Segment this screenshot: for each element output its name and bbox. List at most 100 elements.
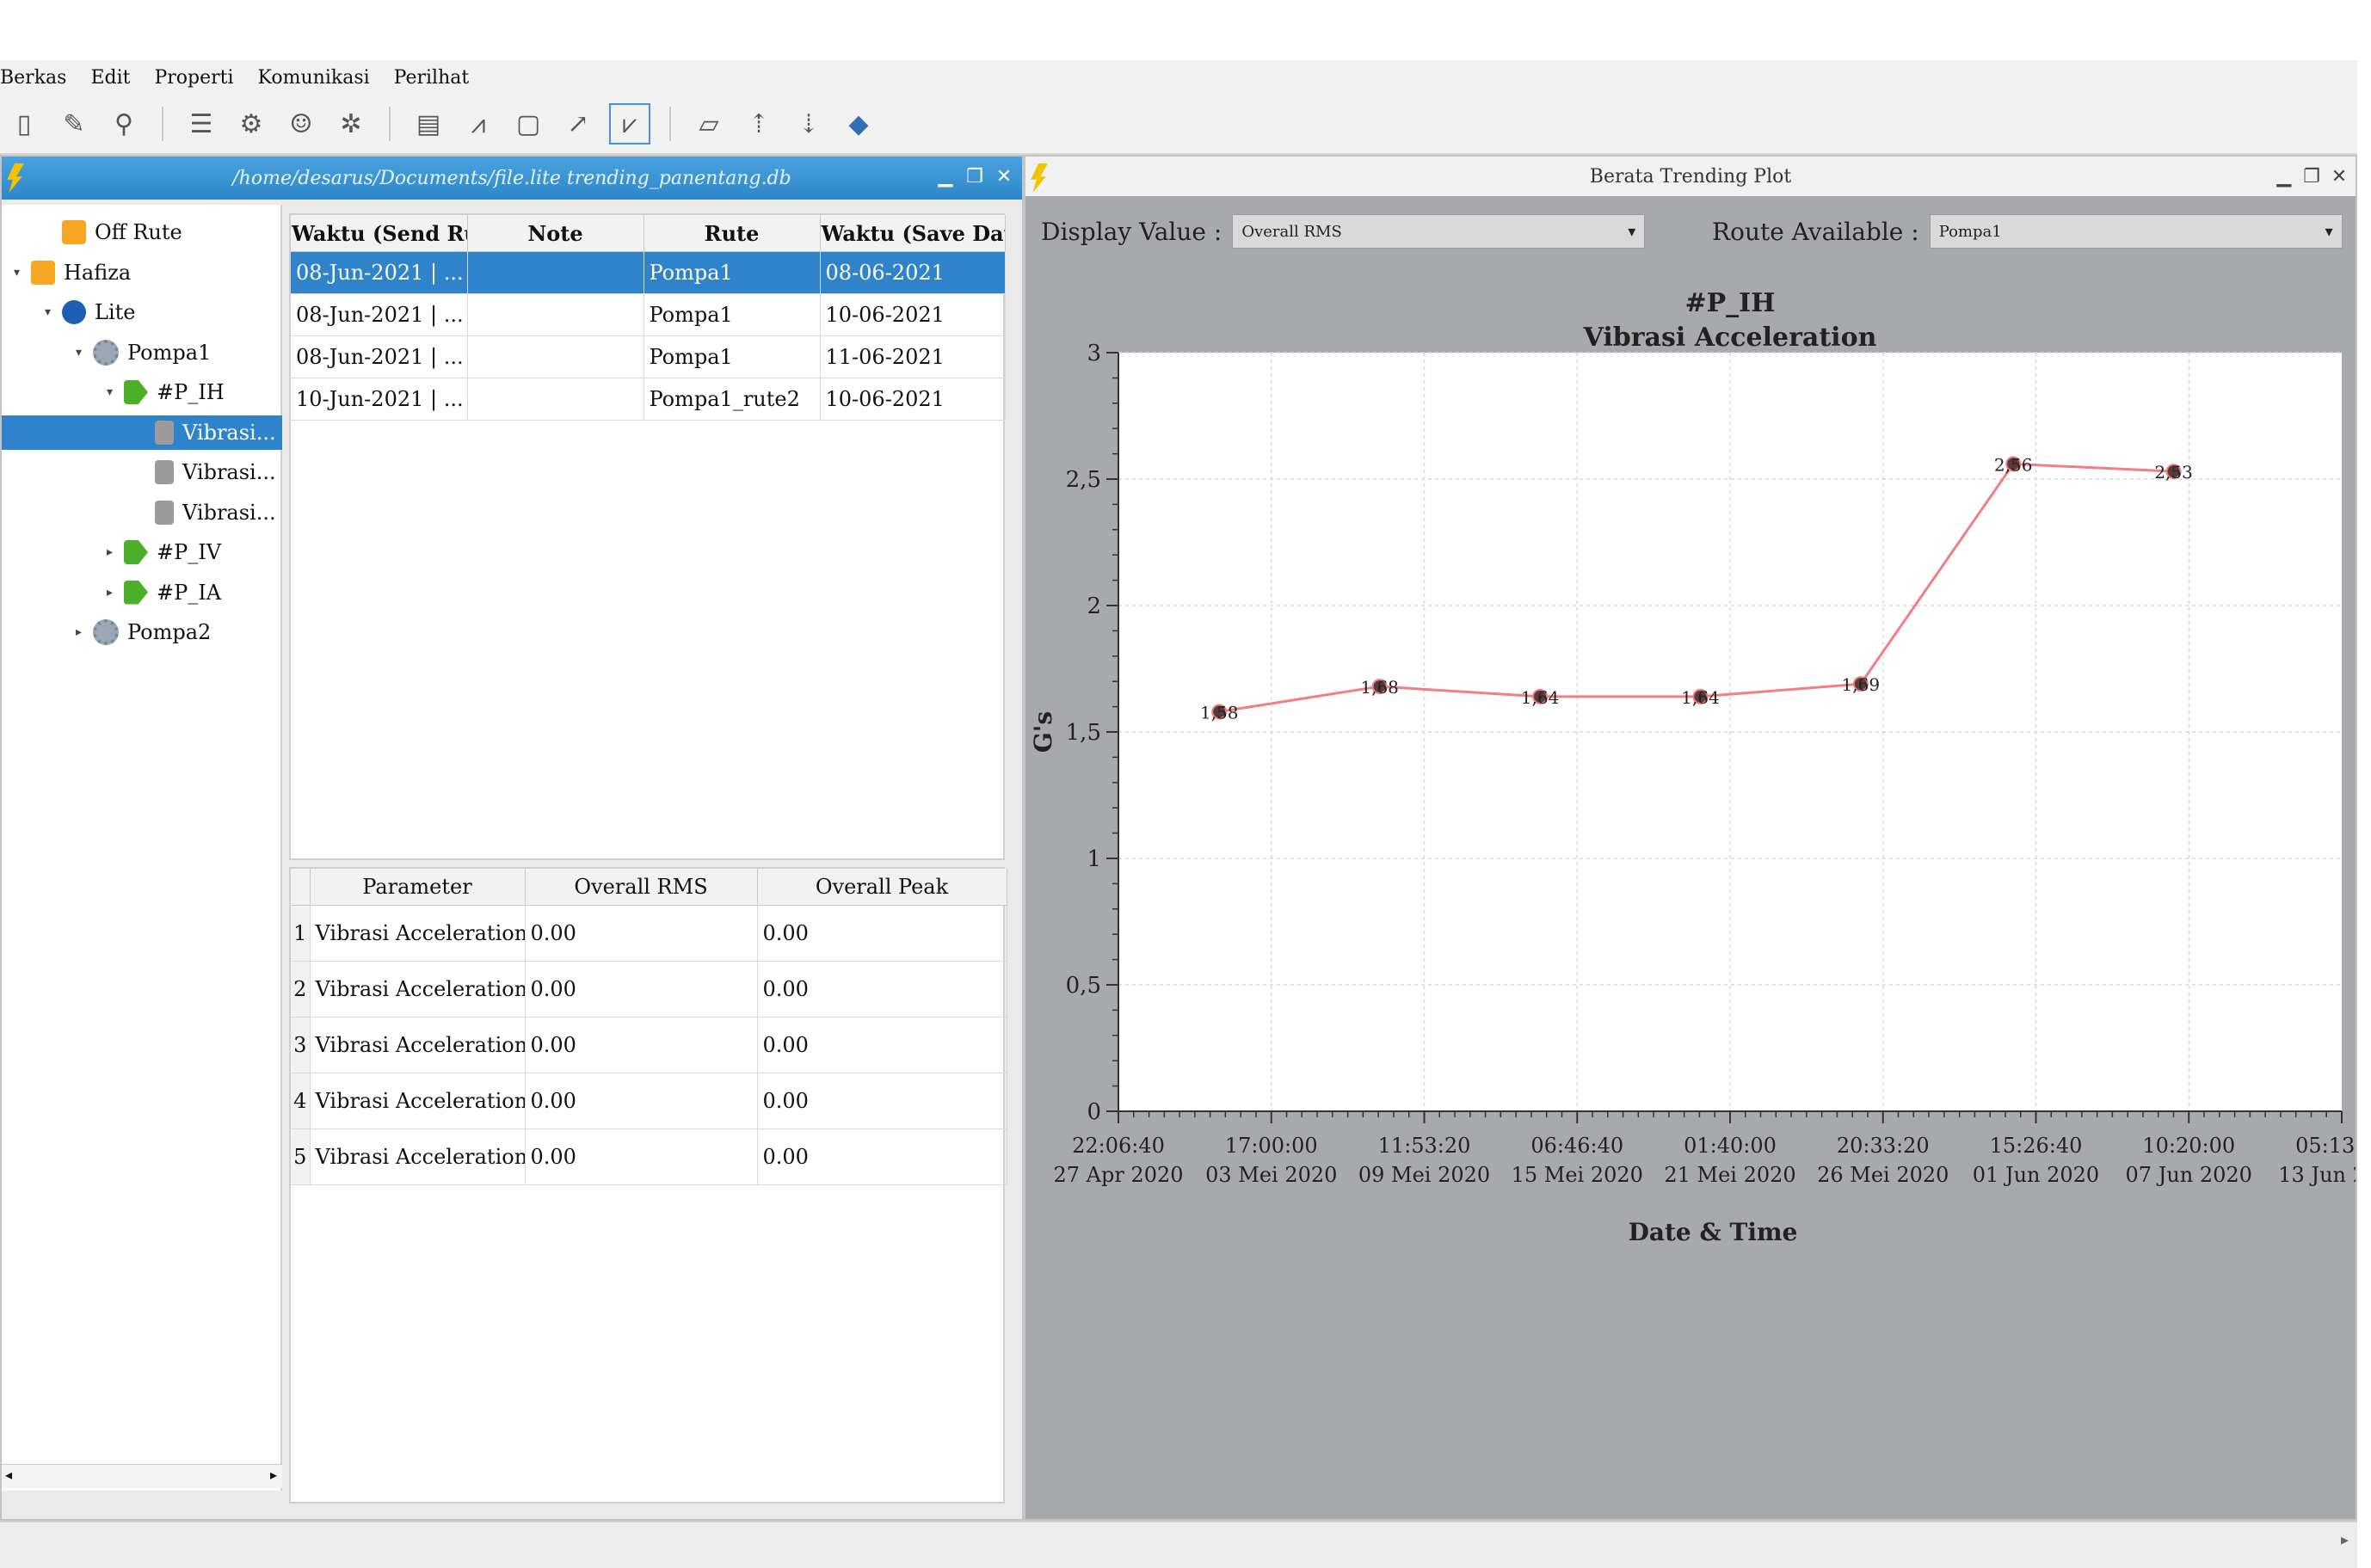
restore-icon[interactable]: ❐	[2303, 166, 2320, 188]
route-tree[interactable]: Off Rute ▾ Hafiza ▾ Lite ▾ Pompa1 ▾ #P_IH Vibrasi…	[2, 205, 282, 1491]
route-icon[interactable]: ⚲	[114, 108, 133, 139]
route-available-selected: Pompa1	[1938, 222, 2002, 241]
column-header-route[interactable]: Rute	[644, 215, 821, 252]
table-cell: Vibrasi Acceleration	[310, 905, 526, 962]
column-header-overall-rms[interactable]: Overall RMS	[525, 869, 758, 906]
expand-arrow-icon[interactable]: ▸	[107, 545, 114, 559]
tree-node[interactable]: ▸ #P_IA	[107, 575, 221, 610]
trend-icon[interactable]: ⩗	[609, 103, 650, 145]
tree-node[interactable]: ▸ #P_IV	[107, 535, 221, 569]
report-icon[interactable]: ▤	[416, 108, 441, 139]
menu-komunikasi[interactable]: Komunikasi	[257, 66, 370, 89]
table-row[interactable]: 08-Jun-2021 | ... Pompa1 10-06-2021	[291, 293, 1006, 336]
page-icon[interactable]: ▢	[515, 108, 541, 139]
table-row[interactable]: 4 Vibrasi Acceleration 0.00 0.00	[291, 1073, 1007, 1129]
minimize-icon[interactable]: ▁	[2276, 166, 2292, 188]
table-row[interactable]: 1 Vibrasi Acceleration 0.00 0.00	[291, 905, 1007, 962]
y-tick-label: 0,5	[1066, 973, 1101, 999]
table-cell: 10-06-2021	[820, 378, 1006, 421]
sensor-icon[interactable]: ⚙	[239, 108, 263, 139]
new-file-icon[interactable]: ▯	[16, 108, 32, 139]
x-tick-label-time: 05:13:20	[2295, 1134, 2356, 1158]
tree-node[interactable]: Vibrasi...	[2, 415, 282, 450]
download-icon[interactable]: ⇣	[798, 108, 820, 139]
y-tick-label: 3	[1087, 341, 1101, 366]
tree-node-label: Pompa2	[127, 620, 212, 644]
chart-icon[interactable]: ⩘	[471, 108, 486, 139]
menu-properti[interactable]: Properti	[154, 66, 234, 89]
scroll-left-icon[interactable]: ◂	[5, 1467, 13, 1483]
tree-node[interactable]: ▸ Pompa2	[76, 615, 211, 649]
help-icon[interactable]: ◆	[848, 108, 869, 139]
tree-node[interactable]: ▾ #P_IH	[107, 375, 225, 409]
row-number: 3	[291, 1017, 311, 1073]
expand-arrow-icon[interactable]: ▾	[76, 345, 83, 360]
x-tick-label-date: 03 Mei 2020	[1205, 1163, 1337, 1187]
expand-arrow-icon[interactable]: ▸	[76, 625, 83, 639]
menu-bar: Berkas Edit Properti Komunikasi Perilhat	[0, 60, 2357, 95]
tree-node[interactable]: ▾ Lite	[45, 295, 135, 329]
data-point[interactable]	[2165, 464, 2182, 480]
list-icon[interactable]: ☰	[189, 108, 213, 139]
expand-arrow-icon[interactable]: ▾	[107, 385, 114, 399]
column-header-note[interactable]: Note	[467, 215, 644, 252]
tree-node[interactable]: Vibrasi...	[138, 495, 276, 530]
column-header-save-time[interactable]: Waktu (Save Data	[820, 215, 1006, 252]
import-icon[interactable]: ▱	[699, 108, 719, 139]
table-cell: 0.00	[757, 905, 1007, 962]
edit-icon[interactable]: ✎	[63, 108, 85, 139]
expand-arrow-icon[interactable]: ▾	[14, 265, 21, 280]
settings-icon[interactable]: ✲	[340, 108, 362, 139]
data-point[interactable]	[1211, 704, 1228, 720]
tree-node[interactable]: ▾ Pompa1	[76, 335, 211, 370]
menu-edit[interactable]: Edit	[90, 66, 131, 89]
export-icon[interactable]: ↗	[567, 108, 589, 139]
menu-perilhat[interactable]: Perilhat	[393, 66, 470, 89]
close-icon[interactable]: ✕	[995, 166, 1013, 188]
table-cell: 08-Jun-2021 | ...	[291, 335, 468, 378]
table-row[interactable]: 5 Vibrasi Acceleration 0.00 0.00	[291, 1128, 1007, 1185]
x-axis-label: Date & Time	[1629, 1218, 1798, 1246]
minimize-icon[interactable]: ▁	[938, 166, 953, 188]
column-header-overall-peak[interactable]: Overall Peak	[757, 869, 1007, 906]
tree-horizontal-scrollbar[interactable]: ◂ ▸	[2, 1464, 282, 1488]
table-row[interactable]: 2 Vibrasi Acceleration 0.00 0.00	[291, 961, 1007, 1018]
tree-node[interactable]: Off Rute	[45, 215, 182, 249]
scroll-right-icon[interactable]: ▸	[269, 1467, 277, 1483]
tree-node-label: Vibrasi...	[182, 420, 276, 445]
close-icon[interactable]: ✕	[2331, 166, 2348, 188]
route-available-dropdown[interactable]: Pompa1 ▾	[1929, 214, 2343, 249]
resize-grip-icon[interactable]: ▸	[2340, 1531, 2349, 1549]
column-header-parameter[interactable]: Parameter	[310, 869, 526, 906]
data-point[interactable]	[1692, 688, 1709, 704]
users-icon[interactable]: ☺	[289, 108, 313, 139]
table-cell	[467, 335, 644, 378]
upload-icon[interactable]: ⇡	[748, 108, 770, 139]
tree-node[interactable]: ▾ Hafiza	[14, 255, 131, 290]
table-row[interactable]: 3 Vibrasi Acceleration 0.00 0.00	[291, 1017, 1007, 1073]
folder-icon	[62, 220, 86, 244]
tree-node[interactable]: Vibrasi...	[138, 455, 276, 489]
x-tick-label-time: 01:40:00	[1684, 1134, 1777, 1158]
tree-node-label: #P_IA	[157, 580, 222, 605]
data-point[interactable]	[1852, 676, 1869, 692]
menu-berkas[interactable]: Berkas	[0, 66, 67, 89]
column-header-send-time[interactable]: Waktu (Send Rute	[291, 215, 468, 252]
data-point[interactable]	[2005, 456, 2022, 472]
x-tick-label-time: 17:00:00	[1225, 1134, 1318, 1158]
table-cell: Vibrasi Acceleration	[310, 1017, 526, 1073]
x-tick-label-time: 20:33:20	[1837, 1134, 1930, 1158]
expand-arrow-icon[interactable]: ▸	[107, 585, 114, 600]
expand-arrow-icon[interactable]: ▾	[45, 305, 52, 319]
table-row[interactable]: 08-Jun-2021 | ... Pompa1 11-06-2021	[291, 335, 1006, 378]
restore-icon[interactable]: ❐	[966, 166, 983, 188]
data-point[interactable]	[1371, 679, 1388, 695]
table-row[interactable]: 10-Jun-2021 | ... Pompa1_rute2 10-06-2021	[291, 378, 1006, 421]
gear-icon	[93, 619, 119, 645]
tree-node-label: Pompa1	[127, 340, 212, 365]
display-value-dropdown[interactable]: Overall RMS ▾	[1232, 214, 1646, 249]
table-cell: Pompa1	[644, 251, 821, 294]
table-row[interactable]: 08-Jun-2021 | ... Pompa1 08-06-2021	[291, 251, 1006, 294]
data-point[interactable]	[1532, 688, 1549, 704]
